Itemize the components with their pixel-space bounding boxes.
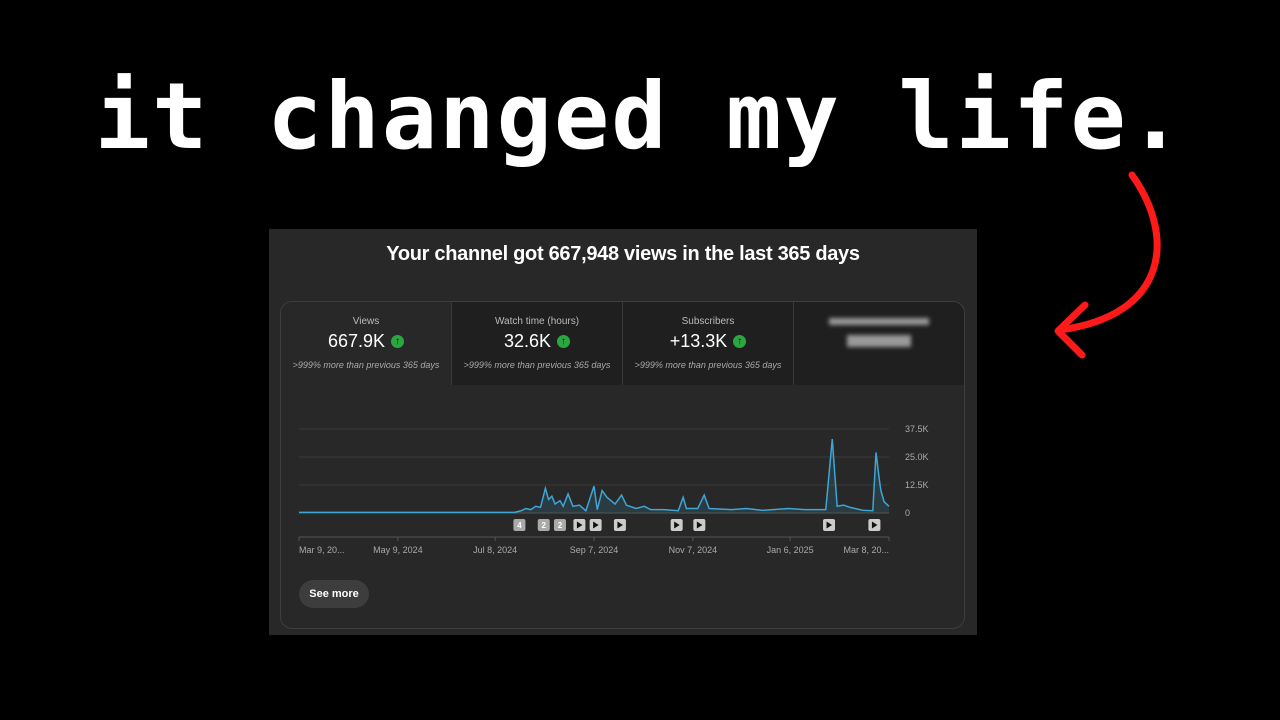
play-icon xyxy=(696,521,703,529)
x-tick-label: Sep 7, 2024 xyxy=(570,545,619,555)
x-tick-label: Jan 6, 2025 xyxy=(767,545,814,555)
metric-tabs: Views 667.9K ↑ >999% more than previous 3… xyxy=(281,302,964,385)
metric-tab-watch-time[interactable]: Watch time (hours) 32.6K ↑ >999% more tha… xyxy=(452,302,623,385)
see-more-button[interactable]: See more xyxy=(299,580,369,608)
video-marker-count: 2 xyxy=(558,521,563,530)
y-tick-label: 0 xyxy=(905,508,910,518)
views-chart: 37.5K 25.0K 12.5K 0 4 2 2 Mar 9, 20... May 9, 20… xyxy=(298,424,929,555)
play-icon xyxy=(593,521,599,529)
arrow-up-icon: ↑ xyxy=(391,335,405,348)
series-area xyxy=(299,439,889,513)
video-marker-count: 4 xyxy=(517,521,522,530)
red-arrow-icon xyxy=(1054,171,1161,359)
blurred-label xyxy=(829,318,929,325)
x-tick-label: Jul 8, 2024 xyxy=(473,545,517,555)
x-tick-label: Nov 7, 2024 xyxy=(669,545,718,555)
video-marker xyxy=(553,519,566,531)
y-tick-label: 12.5K xyxy=(905,480,929,490)
x-tick-label: Mar 8, 20... xyxy=(843,545,889,555)
play-icon xyxy=(871,521,878,529)
metric-label: Watch time (hours) xyxy=(494,316,580,327)
metric-label: Subscribers xyxy=(681,316,735,327)
metric-value: 32.6K xyxy=(503,331,552,351)
play-icon xyxy=(617,521,623,529)
metric-comparison: >999% more than previous 365 days xyxy=(292,360,440,370)
blurred-value xyxy=(847,335,911,347)
video-marker xyxy=(513,519,526,531)
metric-value: 667.9K xyxy=(327,331,386,351)
metric-comparison: >999% more than previous 365 days xyxy=(463,360,611,370)
play-icon xyxy=(576,521,583,529)
metric-tab-blurred[interactable] xyxy=(794,302,964,385)
metric-label: Views xyxy=(352,316,380,327)
x-tick-label: Mar 9, 20... xyxy=(299,545,345,555)
arrow-up-icon: ↑ xyxy=(733,335,747,348)
headline: it changed my life. xyxy=(94,63,1186,170)
arrow-up-icon: ↑ xyxy=(557,335,571,348)
analytics-panel: Your channel got 667,948 views in the la… xyxy=(269,229,977,635)
y-tick-label: 25.0K xyxy=(905,452,929,462)
metric-value: +13.3K xyxy=(669,331,728,351)
video-marker xyxy=(537,519,550,531)
play-icon xyxy=(674,521,680,529)
video-marker-count: 2 xyxy=(542,521,547,530)
x-tick-label: May 9, 2024 xyxy=(373,545,423,555)
analytics-card: Views 667.9K ↑ >999% more than previous 3… xyxy=(280,301,965,629)
panel-title: Your channel got 667,948 views in the la… xyxy=(386,243,860,265)
metric-comparison: >999% more than previous 365 days xyxy=(634,360,782,370)
play-icon xyxy=(826,521,833,529)
y-tick-label: 37.5K xyxy=(905,424,929,434)
metric-tab-views[interactable]: Views 667.9K ↑ >999% more than previous 3… xyxy=(281,302,452,385)
metric-tab-subscribers[interactable]: Subscribers +13.3K ↑ >999% more than prev… xyxy=(623,302,794,385)
